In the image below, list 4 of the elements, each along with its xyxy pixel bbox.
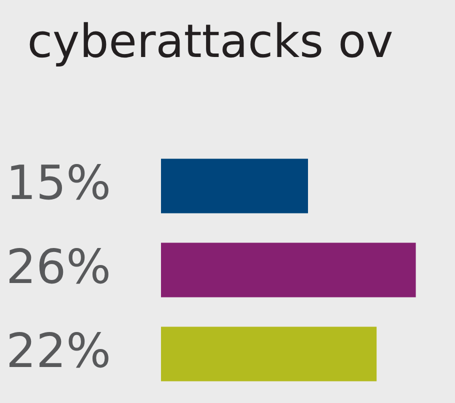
data-label: 26% [10,248,108,284]
data-label: 15% [11,164,108,200]
chart-title: cyberattacks ov [30,22,392,67]
data-label: 22% [10,332,108,368]
